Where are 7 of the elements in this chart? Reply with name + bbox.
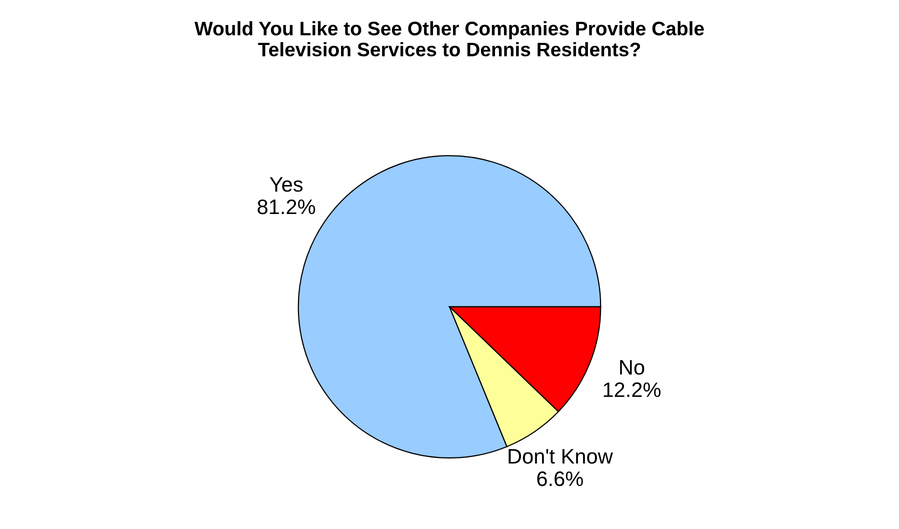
chart-title: Would You Like to See Other Companies Provide Cable Television Services to Dennis Residents? xyxy=(194,21,704,56)
slice-label: No xyxy=(620,360,644,375)
slice-label: Don't Know xyxy=(508,449,613,464)
data-label: 12.2% xyxy=(604,382,661,398)
slice-label: Yes xyxy=(270,177,303,192)
data-label: 81.2% xyxy=(258,199,316,214)
data-label: 6.6% xyxy=(537,471,583,486)
